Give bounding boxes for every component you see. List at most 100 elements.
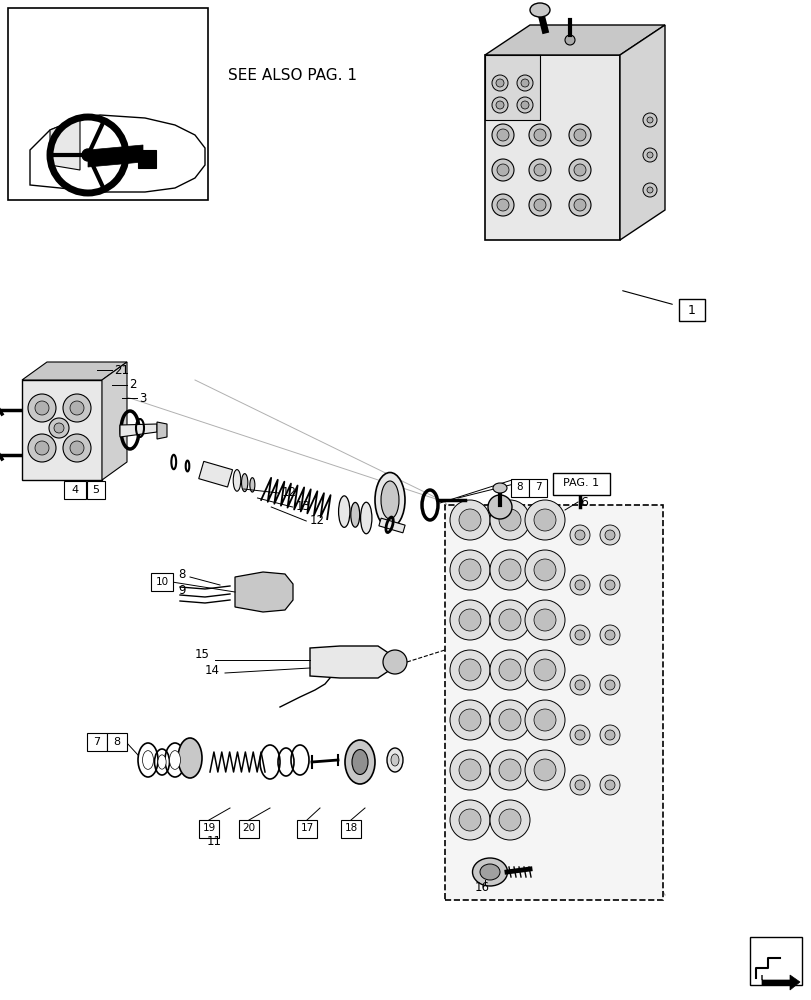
FancyBboxPatch shape	[528, 479, 547, 497]
Bar	[138, 150, 156, 168]
Bar	[484, 55, 539, 120]
Ellipse shape	[387, 748, 402, 772]
Circle shape	[573, 129, 586, 141]
FancyBboxPatch shape	[238, 820, 259, 838]
Circle shape	[70, 401, 84, 415]
Circle shape	[604, 730, 614, 740]
Circle shape	[573, 199, 586, 211]
Circle shape	[599, 725, 620, 745]
Polygon shape	[22, 362, 127, 380]
Circle shape	[496, 164, 508, 176]
Polygon shape	[30, 115, 204, 192]
Circle shape	[489, 500, 530, 540]
Circle shape	[491, 194, 513, 216]
Ellipse shape	[178, 738, 202, 778]
Ellipse shape	[472, 858, 507, 886]
Ellipse shape	[375, 473, 405, 528]
Circle shape	[521, 79, 528, 87]
Circle shape	[491, 159, 513, 181]
Circle shape	[54, 423, 64, 433]
Ellipse shape	[350, 502, 359, 527]
Circle shape	[496, 129, 508, 141]
Circle shape	[82, 149, 94, 161]
FancyBboxPatch shape	[341, 820, 361, 838]
Circle shape	[525, 550, 564, 590]
Circle shape	[449, 550, 489, 590]
Polygon shape	[157, 422, 167, 439]
Circle shape	[569, 625, 590, 645]
Circle shape	[496, 101, 504, 109]
Circle shape	[491, 75, 508, 91]
Circle shape	[496, 79, 504, 87]
Ellipse shape	[338, 496, 350, 527]
Text: 8: 8	[178, 568, 186, 582]
FancyBboxPatch shape	[199, 820, 219, 838]
Circle shape	[449, 600, 489, 640]
Text: 12: 12	[281, 487, 296, 499]
FancyBboxPatch shape	[678, 299, 704, 321]
Text: 16: 16	[474, 882, 489, 894]
FancyBboxPatch shape	[749, 937, 801, 985]
Text: SEE ALSO PAG. 1: SEE ALSO PAG. 1	[228, 68, 357, 83]
Circle shape	[525, 500, 564, 540]
Circle shape	[521, 101, 528, 109]
Circle shape	[489, 700, 530, 740]
Circle shape	[599, 625, 620, 645]
Ellipse shape	[250, 478, 255, 492]
Circle shape	[487, 495, 512, 519]
Circle shape	[574, 580, 584, 590]
FancyBboxPatch shape	[552, 473, 609, 495]
Ellipse shape	[380, 481, 398, 519]
Circle shape	[573, 164, 586, 176]
Circle shape	[517, 97, 532, 113]
Circle shape	[35, 401, 49, 415]
Circle shape	[525, 750, 564, 790]
Text: 21: 21	[114, 363, 129, 376]
Circle shape	[517, 75, 532, 91]
Polygon shape	[22, 380, 102, 480]
FancyBboxPatch shape	[151, 573, 173, 591]
Circle shape	[569, 575, 590, 595]
Text: 6: 6	[579, 495, 587, 508]
Circle shape	[599, 775, 620, 795]
Bar	[444, 505, 663, 900]
Circle shape	[574, 530, 584, 540]
Polygon shape	[102, 362, 127, 480]
Circle shape	[599, 525, 620, 545]
Circle shape	[499, 509, 521, 531]
Circle shape	[574, 680, 584, 690]
Circle shape	[458, 609, 480, 631]
Polygon shape	[761, 975, 799, 990]
Ellipse shape	[479, 864, 500, 880]
Circle shape	[499, 609, 521, 631]
Circle shape	[35, 441, 49, 455]
Circle shape	[646, 187, 652, 193]
Circle shape	[604, 530, 614, 540]
FancyBboxPatch shape	[297, 820, 316, 838]
Polygon shape	[484, 25, 664, 55]
Polygon shape	[234, 572, 293, 612]
Circle shape	[534, 759, 556, 781]
Circle shape	[534, 129, 545, 141]
Circle shape	[534, 659, 556, 681]
Circle shape	[491, 97, 508, 113]
Circle shape	[642, 113, 656, 127]
Polygon shape	[199, 461, 232, 487]
Text: 7: 7	[534, 482, 541, 492]
Circle shape	[491, 124, 513, 146]
Circle shape	[534, 509, 556, 531]
Ellipse shape	[345, 740, 375, 784]
Circle shape	[525, 700, 564, 740]
Circle shape	[599, 675, 620, 695]
Text: 17: 17	[300, 823, 313, 833]
Bar	[8, 8, 208, 200]
Circle shape	[604, 630, 614, 640]
Ellipse shape	[157, 755, 166, 769]
Text: 12: 12	[309, 514, 324, 528]
Ellipse shape	[169, 751, 180, 769]
Text: 19: 19	[202, 823, 216, 833]
Circle shape	[604, 780, 614, 790]
Circle shape	[499, 559, 521, 581]
Circle shape	[642, 148, 656, 162]
Circle shape	[449, 800, 489, 840]
